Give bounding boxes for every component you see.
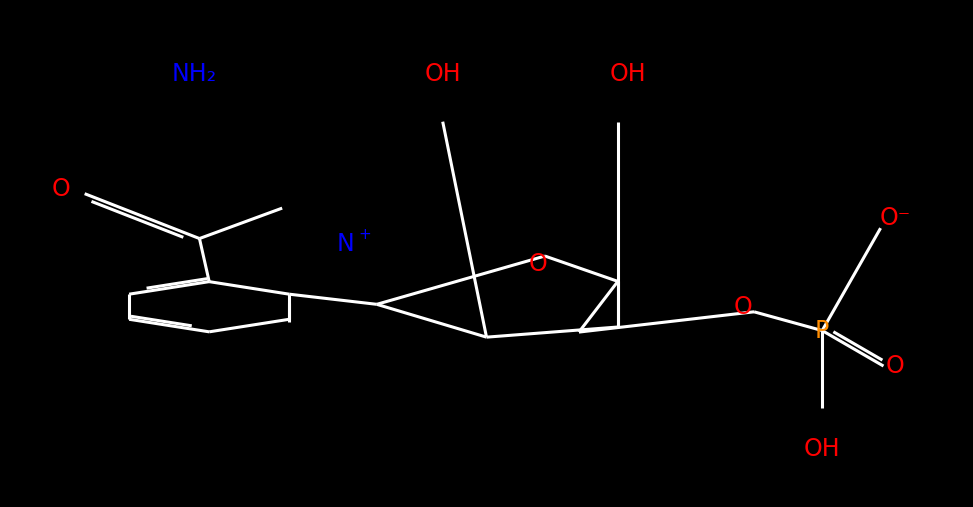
Text: OH: OH: [804, 437, 841, 461]
Text: O⁻: O⁻: [880, 206, 911, 230]
Text: O: O: [528, 251, 548, 276]
Text: +: +: [358, 227, 372, 242]
Text: O: O: [885, 354, 905, 378]
Text: NH₂: NH₂: [172, 61, 217, 86]
Text: OH: OH: [609, 61, 646, 86]
Text: N: N: [337, 232, 354, 257]
Text: O: O: [52, 176, 71, 201]
Text: OH: OH: [424, 61, 461, 86]
Text: P: P: [815, 318, 829, 343]
Text: O: O: [734, 295, 753, 319]
